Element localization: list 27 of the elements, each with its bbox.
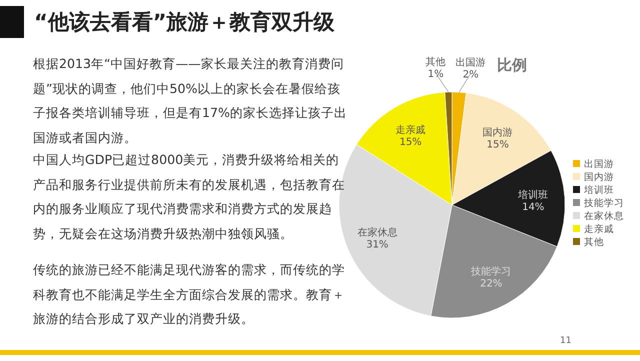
slice-label: 培训班 [517,188,548,201]
legend-label: 出国游 [584,158,614,170]
slice-label: 走亲戚 [396,124,426,136]
legend-label: 培训班 [583,184,614,196]
data-label: 31% [366,239,388,250]
slice-label: 其他 [426,56,446,68]
legend-label: 走亲戚 [584,223,614,235]
text: 传统的旅游已经不能满足现代游客的需求，而传统的学科教育也不能满足学生全方面综合发展的需求。教育＋旅游的结合形成了双产业的消费升级。 [33,261,346,328]
text: 根据2013年“中国好教育——家长最关注的教育消费问题”现状的调查，他们中50%以上的家长会在暑假给孩子报各类培训辅导班，但是有17%的家长选择让孩子出国游或者国内游。 [33,55,348,146]
legend-label: 在家休息 [584,210,624,222]
data-label: 15% [399,136,422,148]
data-label: 22% [480,278,502,290]
data-label: 14% [522,202,544,213]
slice-label: 出国游 [456,56,486,68]
data-label: 1% [428,69,444,80]
slice-label: 在家休息 [357,226,398,238]
data-label: 15% [486,140,509,151]
chart-title: “他该去看看”旅游＋教育双升级 [34,9,335,36]
data-label: 2% [462,69,479,80]
slice-label: 技能学习 [470,265,512,278]
slice-label: 国内游 [482,126,513,139]
legend-label: 其他 [584,236,604,248]
legend-label: 技能学习 [583,197,624,209]
text: 11 [560,336,572,346]
text: 中国人均GDP已超过8000美元，消费升级将给相关的产品和服务行业提供前所未有的发展机遇，包括教育在内的服务业顺应了现代消费需求和消费方式的发展趋势，无疑会在这场消费升级热潮中独领风骚。 [33,151,346,242]
chart-subtitle: 比例 [497,56,527,74]
legend-label: 国内游 [584,171,614,183]
